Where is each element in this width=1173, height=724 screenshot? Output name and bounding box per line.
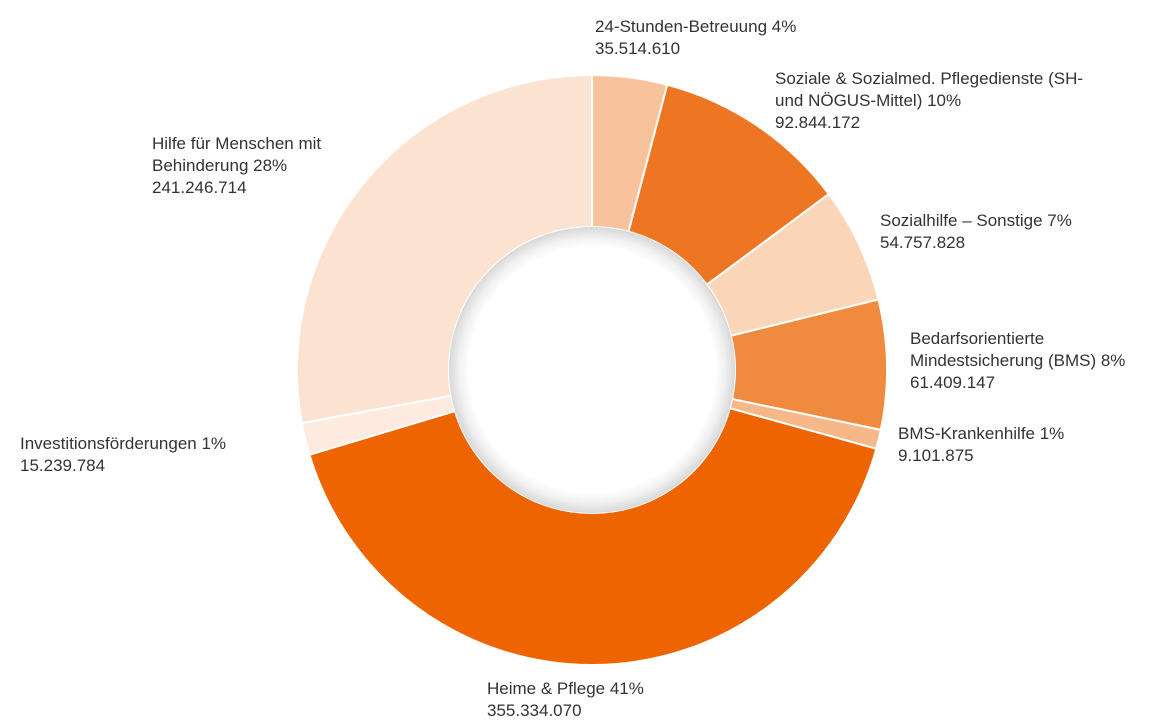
value-label: 61.409.147 <box>910 373 996 392</box>
value-label: 355.334.070 <box>487 701 582 720</box>
slice-label: Investitionsförderungen 1% 15.239.784 <box>20 433 320 477</box>
donut-hole <box>449 227 735 513</box>
category-label: 24-Stunden-Betreuung 4% <box>595 17 797 36</box>
category-label: Heime & Pflege 41% <box>487 679 644 698</box>
value-label: 92.844.172 <box>775 113 861 132</box>
slices <box>296 73 888 666</box>
slice-label: Hilfe für Menschen mit Behinderung 28% 24… <box>152 133 382 199</box>
slice-label: Sozialhilfe – Sonstige 7% 54.757.828 <box>880 210 1173 254</box>
category-label: Sozialhilfe – Sonstige 7% <box>880 211 1072 230</box>
slice-label: BMS-Krankenhilfe 1% 9.101.875 <box>898 423 1173 467</box>
slice-label: 24-Stunden-Betreuung 4% 35.514.610 <box>595 16 895 60</box>
value-label: 9.101.875 <box>898 446 974 465</box>
category-label: BMS-Krankenhilfe 1% <box>898 424 1065 443</box>
slice-label: Soziale & Sozialmed. Pflegedienste (SH- … <box>775 68 1095 134</box>
value-label: 35.514.610 <box>595 39 681 58</box>
category-label: Bedarfsorientierte Mindestsicherung (BMS… <box>910 329 1126 370</box>
value-label: 54.757.828 <box>880 233 966 252</box>
value-label: 241.246.714 <box>152 178 247 197</box>
category-label: Hilfe für Menschen mit Behinderung 28% <box>152 134 322 175</box>
slice-label: Bedarfsorientierte Mindestsicherung (BMS… <box>910 328 1173 394</box>
value-label: 15.239.784 <box>20 456 106 475</box>
category-label: Soziale & Sozialmed. Pflegedienste (SH- … <box>775 69 1084 110</box>
category-label: Investitionsförderungen 1% <box>20 434 227 453</box>
slice-label: Heime & Pflege 41% 355.334.070 <box>487 678 787 722</box>
